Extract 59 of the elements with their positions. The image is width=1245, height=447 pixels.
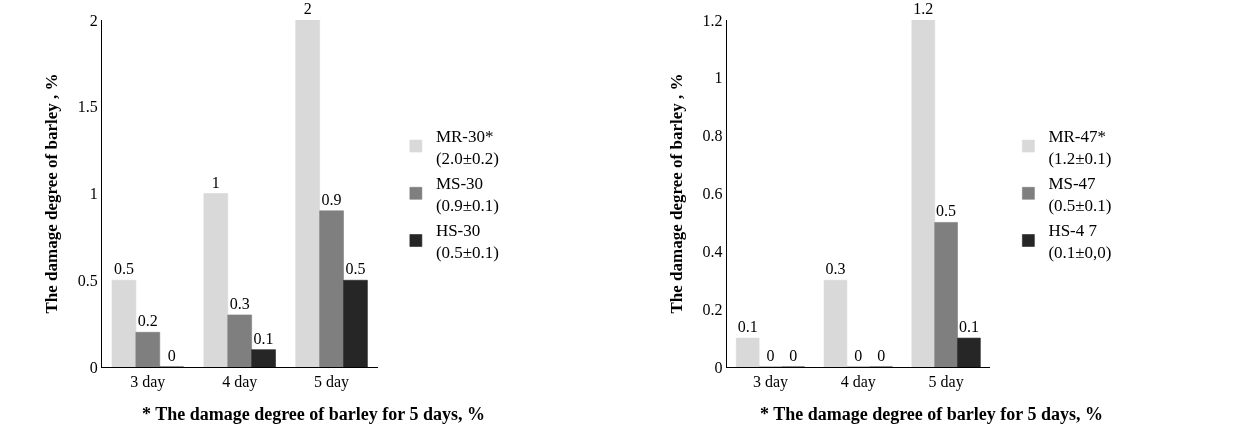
y-tick-label: 0	[89, 358, 98, 376]
legend-label: MS-30 (0.9±0.1)	[435, 173, 500, 215]
legend-label: MR-47* (1.2±0.1)	[1048, 126, 1112, 168]
y-tick-label: 0	[714, 358, 723, 376]
bar	[295, 20, 320, 367]
y-tick-label: 0.2	[702, 300, 723, 318]
bar	[111, 279, 137, 367]
bar	[251, 349, 276, 367]
data-label: 0	[877, 347, 886, 364]
data-label: 0	[789, 347, 798, 364]
bar	[957, 337, 981, 367]
data-label: 0.3	[229, 294, 250, 312]
y-tick-label: 0.4	[702, 242, 723, 260]
bar	[735, 337, 760, 367]
legend-label: HS-4 7 (0.1±0,0)	[1048, 221, 1112, 263]
bar	[135, 332, 161, 367]
y-tick-label: 1	[714, 69, 723, 87]
data-label: 0.1	[253, 329, 274, 347]
legend-label: HS-30 (0.5±0.1)	[435, 221, 500, 263]
data-label: 0.3	[825, 260, 846, 278]
text: * The damage degree of barley for 5 days, %	[142, 404, 485, 424]
legend-label: MR-30* (2.0±0.2)	[435, 126, 500, 168]
data-label: 0.9	[321, 190, 342, 208]
data-label: 2	[303, 0, 312, 17]
legend-label: MS-47 (0.5±0.1)	[1048, 173, 1112, 215]
y-tick-label: 1.2	[702, 11, 723, 29]
bar	[934, 222, 958, 367]
x-tick-label: 5 day	[928, 373, 964, 392]
y-tick-label: 1	[89, 185, 98, 203]
y-axis-title: The damage degree of barley , %	[42, 73, 62, 314]
x-tick-label: 4 day	[840, 373, 876, 392]
data-label: 0.5	[936, 202, 957, 220]
x-tick-label: 3 day	[130, 373, 166, 392]
x-tick-label: 3 day	[752, 373, 789, 392]
y-tick-label: 0.8	[702, 127, 723, 145]
y-axis-title: The damage degree of barley , %	[666, 73, 686, 314]
y-tick-label: 0.5	[77, 271, 98, 289]
data-label: 0.5	[113, 260, 134, 278]
bar	[343, 279, 368, 367]
x-tick-label: 4 day	[222, 373, 258, 392]
text: * The damage degree of barley for 5 days, %	[760, 404, 1103, 424]
data-label: 0	[766, 347, 775, 364]
bar	[227, 314, 252, 367]
x-tick-label: 5 day	[314, 373, 350, 392]
data-label: 1	[211, 173, 220, 191]
data-label: 0.5	[345, 260, 366, 278]
data-label: 0	[854, 347, 863, 364]
data-label: 1.2	[913, 0, 934, 17]
data-label: 0	[167, 347, 176, 364]
y-tick-label: 2	[89, 11, 98, 29]
data-label: 0.2	[137, 312, 158, 330]
y-tick-label: 0.6	[702, 185, 723, 203]
bar	[911, 20, 935, 367]
bar	[823, 279, 848, 367]
data-label: 0.1	[737, 318, 758, 336]
y-tick-label: 1.5	[77, 98, 98, 116]
bar	[319, 210, 344, 367]
data-label: 0.1	[958, 318, 979, 336]
bar	[203, 193, 229, 367]
